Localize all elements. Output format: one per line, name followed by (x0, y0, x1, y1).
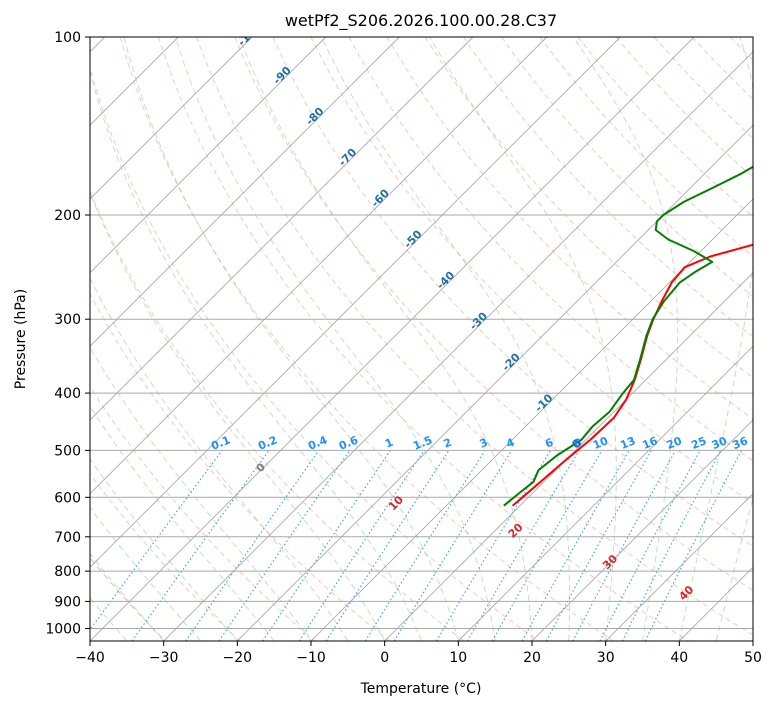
isotherm-line (457, 345, 753, 641)
x-tick-label: 0 (380, 650, 389, 666)
mixing-ratio-line (298, 450, 425, 641)
x-axis-label: Temperature (°C) (360, 681, 482, 697)
dry-adiabat-line (90, 190, 465, 641)
moist-adiabat-line (90, 191, 386, 641)
y-tick-label: 600 (54, 490, 81, 506)
moist-adiabat-line (90, 277, 349, 641)
dry-adiabat-line (234, 37, 753, 591)
mixing-ratio-label: 36 (731, 434, 750, 452)
mixing-ratio-line (644, 450, 742, 641)
isotherm-line (90, 37, 474, 421)
x-tick-label: 10 (449, 650, 467, 666)
axes: −40 −30 −20 −10 0 10 20 30 40 50 1000 900 800 700 600 5… (45, 30, 762, 666)
dewpoint-line (503, 165, 753, 507)
mixing-ratio-label: 1 (383, 436, 395, 451)
mixing-ratio-line (325, 450, 450, 641)
moist-adiabat-line (90, 458, 238, 641)
mixing-ratio-label: 13 (618, 434, 637, 452)
moist-adiabat-line (678, 37, 753, 641)
y-tick-label: 1000 (45, 622, 81, 638)
dry-adiabat-line (501, 37, 753, 297)
x-tick-label: 50 (744, 650, 762, 666)
x-tick-label: 30 (597, 650, 615, 666)
y-axis-label: Pressure (hPa) (13, 289, 29, 389)
dry-adiabat-line (310, 37, 753, 504)
moist-adiabat-line (90, 552, 165, 641)
mixing-ratio-line (218, 450, 351, 641)
moist-adiabat-line (573, 37, 679, 641)
moist-adiabat-line (90, 597, 128, 641)
mixing-ratio-label: 8 (572, 436, 584, 451)
dry-adiabat-line (463, 37, 753, 338)
y-tick-label: 800 (54, 564, 81, 580)
y-tick-label: 700 (54, 530, 81, 546)
isotherm-line (90, 37, 695, 641)
isotherm-line (90, 37, 621, 568)
data-lines (503, 165, 753, 507)
isotherm-line (90, 37, 327, 274)
dry-adiabat-line (90, 385, 316, 641)
dry-adiabat-line (348, 37, 753, 462)
mixing-ratio-label: 16 (640, 434, 659, 452)
mixing-ratio-line (262, 450, 391, 641)
moist-adiabat-line (123, 37, 459, 641)
mixing-ratio-label: 30 (710, 434, 729, 452)
mixing-ratio-line (545, 450, 652, 641)
mixing-ratio-line (393, 450, 513, 641)
x-tick-label: −30 (149, 650, 179, 666)
moist-adiabat-line (429, 37, 617, 641)
dry-adiabat-line (272, 37, 753, 547)
plot-frame (89, 36, 754, 642)
temperature-line (511, 243, 753, 507)
dry-adiabat-line (386, 37, 753, 420)
mixing-ratio-line (572, 450, 676, 641)
moist-adiabat-line (715, 496, 753, 641)
background-lines (90, 37, 753, 641)
isotherm-line (605, 493, 753, 641)
x-tick-label: 20 (523, 650, 541, 666)
dry-adiabat-line (615, 37, 753, 178)
moist-adiabat-line (238, 37, 533, 641)
y-tick-label: 500 (54, 443, 81, 459)
y-tick-label: 100 (54, 30, 81, 46)
dry-adiabat-line (158, 37, 689, 641)
y-tick-label: 400 (54, 386, 81, 402)
dry-adiabat-line (90, 65, 540, 641)
mixing-ratio-line (621, 450, 722, 641)
mixing-ratio-line (185, 450, 320, 641)
isotherm-line (384, 272, 753, 641)
isotherm-line (90, 37, 400, 347)
isotherm-line (236, 124, 753, 641)
x-tick-label: −10 (296, 650, 326, 666)
mixing-ratio-line (521, 450, 630, 641)
mixing-ratio-label: 3 (478, 436, 490, 451)
moist-adiabat-line (174, 37, 496, 641)
isotherm-line (310, 198, 753, 641)
mixing-ratio-label: 10 (591, 434, 610, 452)
dry-adiabat-line (196, 37, 753, 636)
isotherm-line (90, 37, 253, 200)
x-tick-label: −40 (75, 650, 105, 666)
chart-title: wetPf2_S206.2026.100.00.28.C37 (285, 11, 557, 31)
y-tick-label: 200 (54, 208, 81, 224)
isotherm-line (531, 419, 753, 641)
x-tick-label: −20 (223, 650, 253, 666)
isotherm-line (163, 51, 753, 641)
moist-adiabat-line (90, 405, 275, 641)
moist-adiabat-line (321, 37, 571, 641)
y-tick-label: 300 (54, 312, 81, 328)
mixing-ratio-line (90, 450, 223, 631)
mixing-ratio-label: 20 (665, 434, 684, 452)
isotherm-label: -100 (235, 20, 264, 49)
mixing-ratio-label: 25 (689, 434, 708, 452)
isotherm-line (90, 37, 548, 495)
y-tick-label: 900 (54, 594, 81, 610)
moist-adiabat-line (90, 506, 201, 641)
moist-adiabat-line (90, 69, 422, 641)
mixing-ratio-label: 2 (442, 436, 454, 451)
x-tick-label: 40 (670, 650, 688, 666)
